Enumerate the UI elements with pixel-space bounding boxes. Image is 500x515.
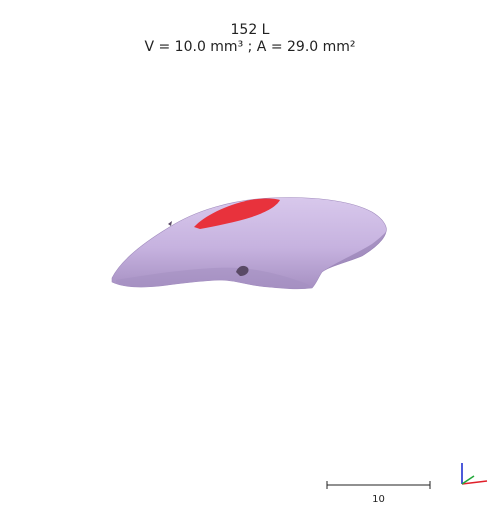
orientation-axis-triad[interactable]	[461, 463, 488, 485]
x-axis	[461, 480, 488, 485]
bone-surface-model[interactable]	[111, 197, 387, 290]
highlighted-region	[194, 198, 280, 229]
scale-bar	[326, 481, 431, 489]
measurement-summary: V = 10.0 mm³ ; A = 29.0 mm²	[144, 39, 356, 55]
surface-notch	[236, 265, 249, 276]
specimen-title: 152 L	[230, 22, 270, 38]
surface-tip-mark	[168, 221, 172, 226]
surface-right-rim	[322, 232, 386, 272]
surface-underside-shadow	[116, 267, 312, 289]
y-axis	[461, 475, 475, 485]
scale-bar-label: 10	[372, 494, 385, 505]
